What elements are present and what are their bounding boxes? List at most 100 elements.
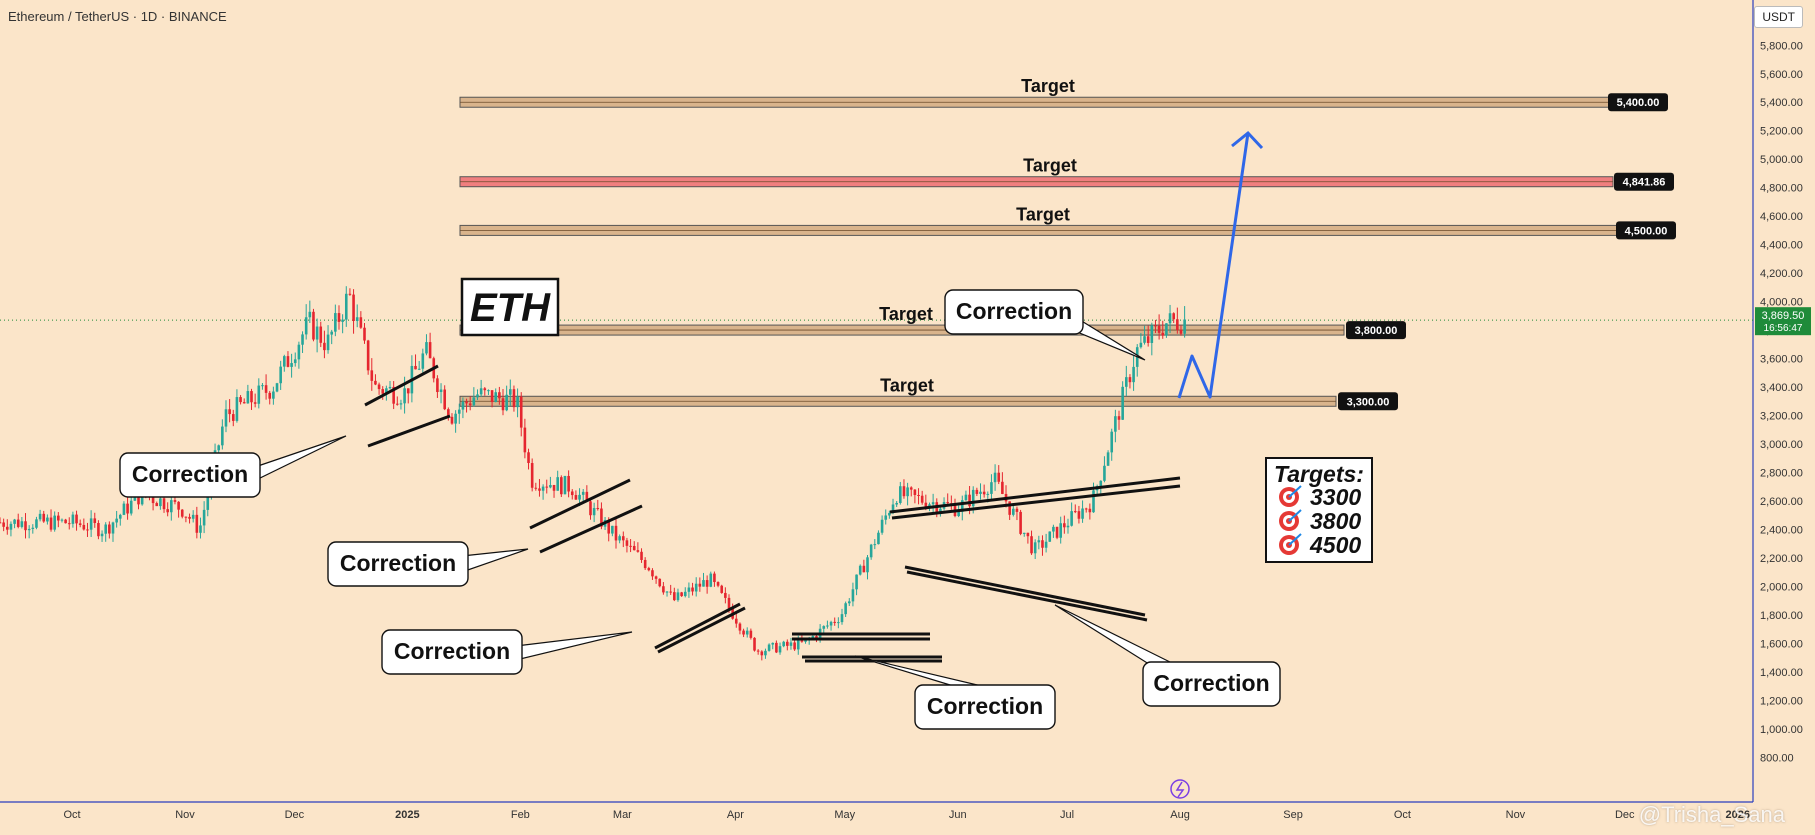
currency-unit-button[interactable]: USDT <box>1754 6 1803 28</box>
candle-body <box>541 486 545 491</box>
candle-body <box>275 383 279 392</box>
price-tick-label: 3,000.00 <box>1760 439 1803 451</box>
candle-body <box>826 625 829 627</box>
candle <box>118 513 122 526</box>
candle <box>82 518 86 531</box>
candle-body <box>1168 313 1172 324</box>
price-tick-label: 5,400.00 <box>1760 97 1803 109</box>
candle-body <box>304 317 308 335</box>
candle <box>377 382 381 395</box>
target-price-tag-text: 3,800.00 <box>1355 325 1398 337</box>
candle-body <box>330 331 333 335</box>
candle-body <box>1106 452 1110 466</box>
candle-body <box>673 592 676 601</box>
candle <box>687 582 691 598</box>
candle-body <box>662 586 665 593</box>
callout-text: Correction <box>927 693 1043 719</box>
candle <box>913 489 917 504</box>
candle-body <box>93 518 97 524</box>
candle <box>479 379 483 397</box>
candle-body <box>166 509 169 513</box>
lightning-icon <box>1170 779 1190 799</box>
candle-body <box>1019 511 1022 534</box>
candle-body <box>447 409 450 417</box>
candle <box>556 470 559 491</box>
target-bullseye-icon <box>1279 533 1302 555</box>
symbol-title: Ethereum / TetherUS · 1D · BINANCE <box>8 9 227 24</box>
candle <box>993 464 997 491</box>
candle <box>997 465 1001 485</box>
candle-body <box>1070 511 1073 526</box>
callout-text: Correction <box>132 461 248 487</box>
price-tick-label: 1,800.00 <box>1760 610 1803 622</box>
candle-body <box>67 523 71 525</box>
candle-body <box>840 614 844 623</box>
candle-body <box>454 413 457 424</box>
candle-body <box>632 545 636 551</box>
candle <box>618 534 621 544</box>
candle-body <box>804 639 807 642</box>
candle <box>188 513 191 524</box>
candle-body <box>126 503 129 514</box>
candle <box>665 591 669 597</box>
price-tick-label: 2,200.00 <box>1760 553 1803 565</box>
candle <box>1077 505 1081 524</box>
candle <box>775 640 778 654</box>
correction-channels <box>364 364 1181 663</box>
candle-body <box>20 521 24 527</box>
candle <box>1176 307 1179 334</box>
channel-line <box>539 504 643 554</box>
candle-body <box>895 502 898 505</box>
candle <box>669 584 672 595</box>
correction-callout: Correction <box>119 435 347 498</box>
candle-body <box>1183 319 1186 334</box>
candle-body <box>1033 542 1037 554</box>
target-bullseye-icon <box>1279 485 1302 507</box>
candle-body <box>1139 342 1143 348</box>
candle-body <box>822 626 826 629</box>
time-tick-label: Jun <box>949 809 967 821</box>
candle-body <box>184 516 188 518</box>
candle <box>534 482 538 491</box>
candle-body <box>1048 531 1052 542</box>
candle-body <box>137 493 140 505</box>
candle-body <box>217 445 220 451</box>
candle <box>330 329 333 345</box>
candle-body <box>1037 540 1041 543</box>
candle-body <box>312 311 315 340</box>
correction-callout: Correction <box>1054 604 1281 707</box>
candle <box>658 578 662 588</box>
last-price-badge <box>1755 307 1811 336</box>
candle <box>570 489 574 500</box>
candle <box>509 379 512 406</box>
candle-body <box>1030 536 1033 554</box>
candle-body <box>738 623 742 631</box>
price-tick-label: 5,600.00 <box>1760 69 1803 81</box>
candle <box>611 525 614 537</box>
candle <box>1165 323 1168 338</box>
callout-box <box>944 289 1084 335</box>
candle-body <box>355 317 359 322</box>
candle <box>643 557 647 570</box>
candle <box>888 510 891 519</box>
price-tick-label: 1,600.00 <box>1760 638 1803 650</box>
candle-body <box>1081 508 1084 519</box>
candle <box>629 539 632 553</box>
candle-body <box>523 427 527 453</box>
candle-body <box>417 368 421 370</box>
candle <box>1066 518 1070 534</box>
candle-body <box>705 580 709 587</box>
candle-body <box>468 403 472 406</box>
candle <box>428 332 432 359</box>
candle-body <box>71 514 75 524</box>
candle-body <box>57 515 60 521</box>
candle <box>454 410 457 433</box>
candle <box>399 399 403 410</box>
candle <box>297 341 301 369</box>
price-tick-label: 800.00 <box>1760 752 1794 764</box>
candle-body <box>283 356 286 367</box>
candle <box>931 493 935 514</box>
candle-body <box>64 519 67 524</box>
